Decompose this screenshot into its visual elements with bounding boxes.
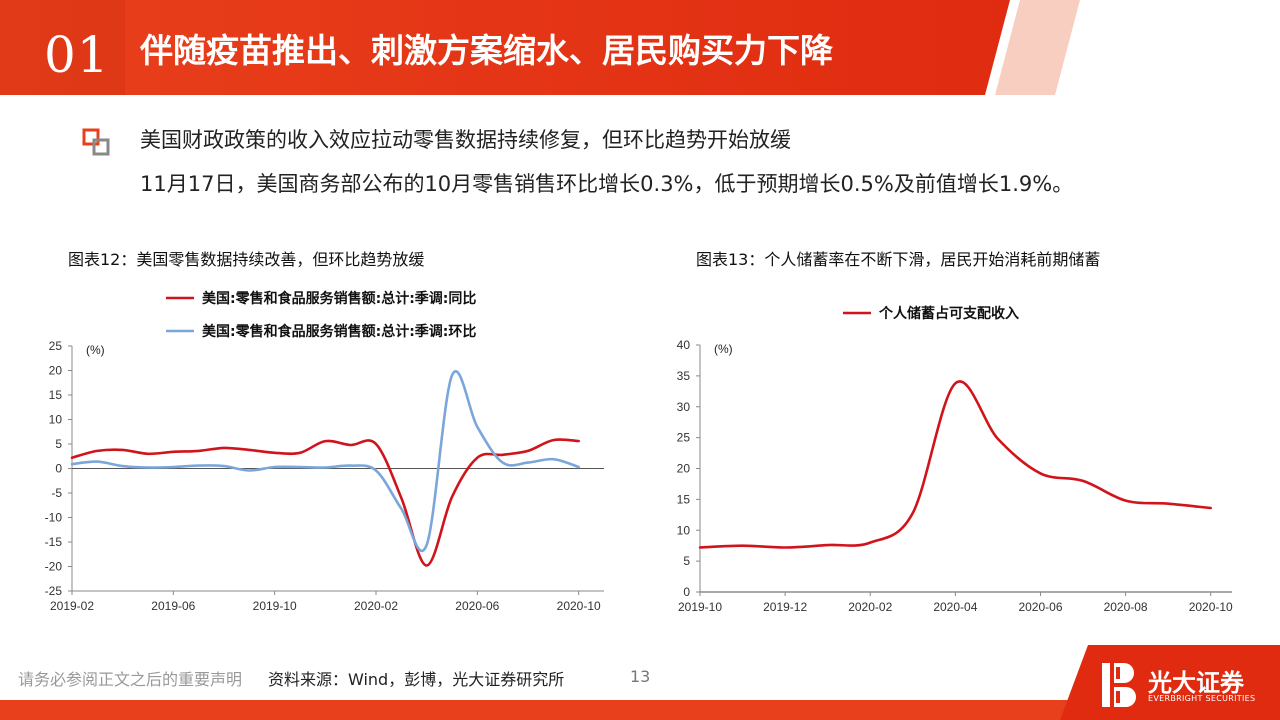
chart12-unit-label: (%) — [86, 343, 105, 357]
footer-bar — [0, 700, 1280, 720]
chart12-x-tick-label: 2019-06 — [151, 599, 195, 613]
chart13-unit-label: (%) — [714, 342, 733, 356]
chart12-x-tick-label: 2020-06 — [455, 599, 499, 613]
chart12-legend-label-1: 美国:零售和食品服务销售额:总计:季调:环比 — [202, 323, 476, 340]
chart12-y-tick-label: 20 — [49, 364, 63, 378]
chart13-y-tick-label: 30 — [677, 400, 691, 414]
chart12-y-tick-label: -10 — [45, 511, 63, 525]
source-text: 资料来源：Wind，彭博，光大证券研究所 — [268, 670, 565, 689]
chart12-x-tick-label: 2019-02 — [50, 599, 94, 613]
body-text: 11月17日，美国商务部公布的10月零售销售环比增长0.3%，低于预期增长0.5… — [140, 172, 1074, 196]
chart13-x-tick-label: 2019-10 — [678, 600, 722, 614]
bullet-square-icon — [82, 128, 110, 156]
chart13-y-tick-label: 40 — [677, 338, 691, 352]
chart12-x-tick-label: 2019-10 — [253, 599, 297, 613]
chart13-x-tick-label: 2020-08 — [1104, 600, 1148, 614]
chart13-x-tick-label: 2019-12 — [763, 600, 807, 614]
chart12-x-tick-label: 2020-10 — [557, 599, 601, 613]
chart12-y-tick-label: -5 — [51, 486, 62, 500]
chart13-series-line-0 — [698, 380, 1212, 549]
chart12-y-tick-label: 25 — [49, 339, 63, 353]
chart12-series-line-0 — [70, 438, 580, 567]
disclaimer-text: 请务必参阅正文之后的重要声明 — [18, 670, 243, 689]
chart13-y-tick-label: 20 — [677, 462, 691, 476]
chart13-x-tick-label: 2020-02 — [848, 600, 892, 614]
chart13-y-tick-label: 0 — [683, 585, 690, 599]
header-banner: 01 伴随疫苗推出、刺激方案缩水、居民购买力下降 — [0, 0, 1280, 95]
chart12-y-tick-label: -25 — [45, 584, 63, 598]
chart13-y-tick-label: 25 — [677, 431, 691, 445]
page-number: 13 — [630, 667, 651, 686]
chart13-y-tick-label: 5 — [683, 554, 690, 568]
chart12-y-tick-label: 10 — [49, 413, 63, 427]
section-number: 01 — [44, 26, 110, 84]
chart12-y-tick-label: 15 — [49, 388, 63, 402]
logo-chinese-text: 光大证券 — [1148, 669, 1244, 697]
chart12-series-line-1 — [70, 370, 580, 553]
chart12-y-tick-label: 5 — [55, 437, 62, 451]
bullet-heading: 美国财政政策的收入效应拉动零售数据持续修复，但环比趋势开始放缓 — [140, 128, 791, 152]
header-background — [0, 0, 1080, 95]
chart13-y-tick-label: 35 — [677, 369, 691, 383]
chart13-y-tick-label: 15 — [677, 492, 691, 506]
chart13-x-tick-label: 2020-10 — [1189, 600, 1233, 614]
figure-12-title: 图表12：美国零售数据持续改善，但环比趋势放缓 — [68, 250, 425, 269]
chart12-legend-label-0: 美国:零售和食品服务销售额:总计:季调:同比 — [202, 290, 476, 307]
chart12-y-tick-label: 0 — [55, 462, 62, 476]
figure-13-title: 图表13：个人储蓄率在不断下滑，居民开始消耗前期储蓄 — [696, 250, 1101, 269]
chart13-y-tick-label: 10 — [677, 523, 691, 537]
chart13-legend-label-0: 个人储蓄占可支配收入 — [878, 305, 1019, 322]
everbright-logo-icon — [1102, 663, 1136, 707]
chart13-x-tick-label: 2020-06 — [1018, 600, 1062, 614]
chart12-y-tick-label: -20 — [45, 560, 63, 574]
charts-canvas: 25 20 15 10 5 0 -5 -10 -15 -20 -25 (%) 2019-02 2019-0… — [45, 290, 1233, 614]
logo-english-text: EVERBRIGHT SECURITIES — [1148, 694, 1256, 703]
chart12-x-tick-label: 2020-02 — [354, 599, 398, 613]
chart12-y-tick-label: -15 — [45, 535, 63, 549]
page-title: 伴随疫苗推出、刺激方案缩水、居民购买力下降 — [140, 31, 833, 70]
chart13-x-tick-label: 2020-04 — [933, 600, 977, 614]
